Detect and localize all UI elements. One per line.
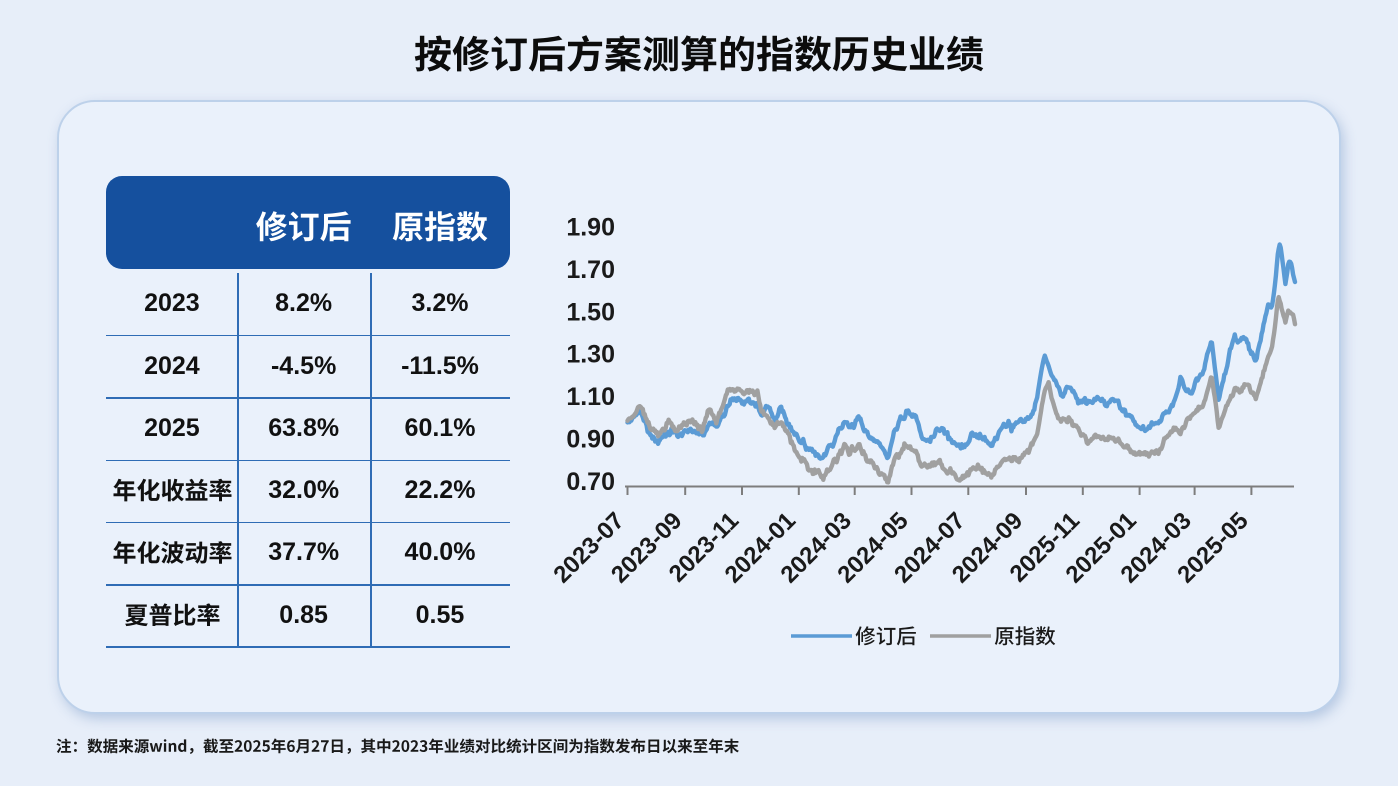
svg-text:1.50: 1.50	[566, 298, 615, 326]
svg-text:1.70: 1.70	[566, 256, 615, 284]
svg-text:1.90: 1.90	[566, 214, 615, 242]
svg-text:0.90: 0.90	[566, 426, 615, 454]
svg-text:0.70: 0.70	[566, 468, 615, 496]
svg-text:1.30: 1.30	[566, 341, 615, 369]
svg-text:1.10: 1.10	[566, 383, 615, 411]
